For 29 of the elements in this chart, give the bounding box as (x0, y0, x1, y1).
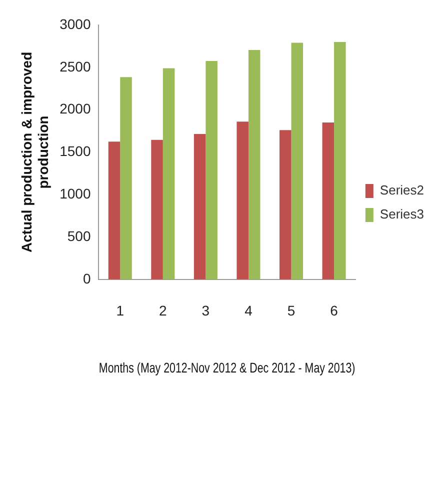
x-tick-label: 3 (202, 302, 210, 319)
bar (236, 122, 248, 280)
y-tick-label: 2500 (60, 58, 91, 74)
bar (279, 130, 292, 280)
x-tick-label: 1 (116, 302, 124, 319)
y-axis-title: Actual production & improved production (18, 52, 52, 253)
y-tick-label: 500 (67, 228, 91, 244)
y-tick-label: 3000 (60, 16, 91, 32)
bar (248, 50, 260, 280)
bar (120, 77, 132, 280)
bar (108, 142, 120, 280)
x-tick-label: 4 (244, 302, 253, 319)
x-tick-label: 2 (159, 302, 168, 319)
bar (291, 42, 304, 280)
y-tick-label: 1500 (60, 143, 91, 160)
y-tick-label: 1000 (60, 185, 91, 202)
x-axis-title: Months (May 2012-Nov 2012 & Dec 2012 - May 2013) (98, 360, 356, 376)
x-tick-label: 5 (287, 302, 296, 319)
y-tick-label: 2000 (60, 100, 91, 117)
bar (162, 68, 175, 280)
bar (206, 61, 218, 280)
bar (194, 134, 206, 280)
bar (334, 42, 346, 280)
bar (322, 122, 334, 280)
legend-label: Series2 (380, 182, 424, 198)
legend-label: Series3 (380, 206, 424, 222)
x-tick-label: 6 (330, 302, 338, 319)
y-tick-label: 0 (82, 270, 91, 286)
bar (151, 140, 163, 280)
